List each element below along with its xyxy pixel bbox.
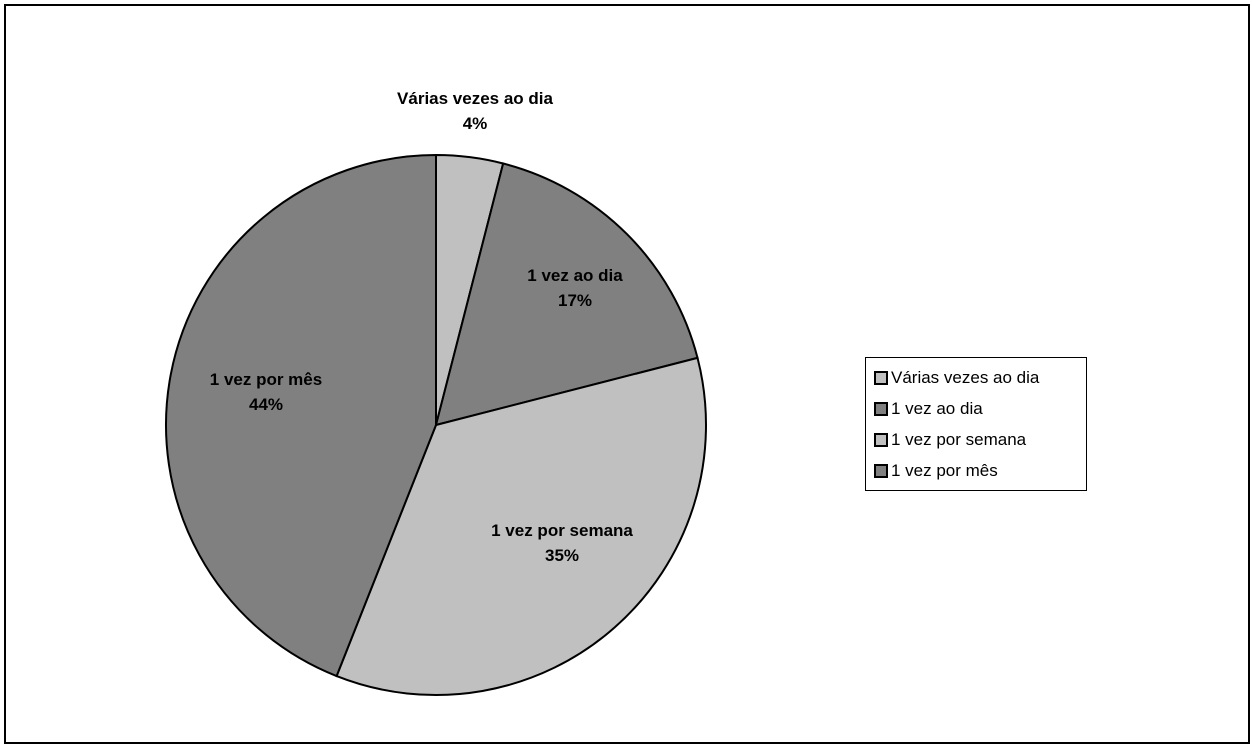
pie-slice xyxy=(434,162,699,427)
pie-chart: Várias vezes ao dia 4% 1 vez ao dia 17% 1 ve… xyxy=(165,89,707,696)
legend-swatch xyxy=(874,432,888,447)
legend-label: 1 vez ao dia xyxy=(891,398,983,418)
legend-label: Várias vezes ao dia xyxy=(891,367,1040,387)
slice-category-label: Várias vezes ao dia xyxy=(397,89,553,108)
pie-slice xyxy=(335,356,707,696)
slice-category-label: 1 vez por mês xyxy=(210,370,322,389)
legend-swatch xyxy=(874,463,888,478)
legend-swatch xyxy=(874,370,888,385)
slice-value-label: 44% xyxy=(249,395,283,414)
legend-label: 1 vez por mês xyxy=(891,460,998,480)
legend-swatch xyxy=(874,401,888,416)
legend-item-varias-vezes-ao-dia: Várias vezes ao dia xyxy=(874,362,1086,393)
slice-value-label: 35% xyxy=(545,546,579,565)
legend-item-1-vez-ao-dia: 1 vez ao dia xyxy=(874,393,1086,424)
slice-category-label: 1 vez ao dia xyxy=(527,266,623,285)
slice-value-label: 17% xyxy=(558,291,592,310)
legend-label: 1 vez por semana xyxy=(891,429,1027,449)
chart-legend: Várias vezes ao dia 1 vez ao dia 1 vez p… xyxy=(865,357,1087,491)
pie-slice xyxy=(165,153,437,678)
slice-category-label: 1 vez por semana xyxy=(491,521,633,540)
slice-value-label: 4% xyxy=(463,114,488,133)
legend-item-1-vez-por-semana: 1 vez por semana xyxy=(874,424,1086,455)
legend-item-1-vez-por-mes: 1 vez por mês xyxy=(874,455,1086,486)
